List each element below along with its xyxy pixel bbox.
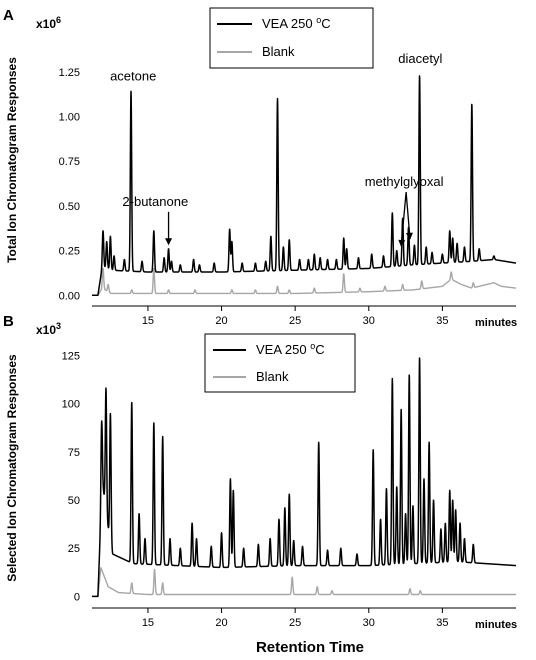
panel-a-x-axis: 15 20 25 30 35 (142, 306, 449, 327)
panel-b-series-vea (92, 357, 517, 598)
panel-a-y-multiplier: x106 (36, 15, 61, 31)
panel-b-series-blank (92, 567, 517, 598)
annotation-2-butanone: 2-butanone (122, 194, 188, 209)
panel-b-x-axis: 15 20 25 30 35 (142, 608, 449, 629)
annotation-arrow-head (165, 238, 173, 246)
panel-b-legend-vea-main: VEA 250 (256, 342, 310, 357)
panel-b-y-tick-label: 125 (62, 350, 80, 362)
panel-a-legend-label-blank: Blank (262, 44, 295, 59)
annotation-diacetyl: diacetyl (398, 51, 442, 66)
annotation-methylglyoxal: methylglyoxal (365, 174, 444, 189)
panel-a-x-tick-label: 25 (289, 315, 301, 327)
panel-a-legend-box (209, 7, 374, 69)
panel-b-x-tick-label: 15 (142, 617, 154, 629)
panel-b-x-tick-label: 25 (289, 617, 301, 629)
panel-a-y-axis: 0.00 0.25 0.50 0.75 1.00 1.25 (59, 67, 80, 303)
panel-b-legend-vea-sup: o (310, 341, 315, 351)
panel-a-ylabel: Total Ion Chromatogram Responses (5, 57, 19, 263)
panel-b-x-unit: minutes (475, 619, 517, 631)
x-axis-title: Retention Time (256, 639, 364, 656)
panel-b-legend-vea-unit: C (315, 342, 324, 357)
annotation-arrow-head (398, 239, 406, 247)
panel-b-legend-box (204, 333, 356, 393)
panel-a-annotations: acetone 2-butanone methylglyoxal diacetyl (110, 51, 444, 247)
panel-a-y-tick-label: 0.25 (59, 246, 80, 258)
panel-b-x-tick-label: 35 (436, 617, 448, 629)
panel-a-legend-vea-unit: C (321, 16, 330, 31)
panel-a-legend-label-vea: VEA 250 oC (262, 15, 331, 31)
panel-b-legend-label-vea: VEA 250 oC (256, 341, 325, 357)
panel-a-x-tick-label: 20 (215, 315, 227, 327)
panel-a-series-vea (92, 75, 517, 297)
annotation-arrow-shaft (400, 192, 407, 247)
panel-b-legend: VEA 250 oC Blank (204, 333, 356, 393)
panel-a-legend: VEA 250 oC Blank (209, 7, 374, 69)
panel-b-x-tick-label: 30 (363, 617, 375, 629)
panel-b-x-tick-label: 20 (215, 617, 227, 629)
panel-a-series (92, 75, 517, 297)
panel-a-y-tick-label: 1.00 (59, 111, 80, 123)
panel-b-multiplier-exponent: 3 (56, 321, 61, 331)
panel-b-y-multiplier: x103 (36, 321, 61, 337)
panel-a-y-tick-label: 0.00 (59, 290, 80, 302)
annotation-arrow-head (405, 232, 413, 240)
panel-a-x-tick-label: 30 (363, 315, 375, 327)
panel-b: B Selected Ion Chromatogram Responses x1… (3, 313, 517, 631)
panel-b-y-tick-label: 25 (68, 543, 80, 555)
panel-b-y-tick-label: 100 (62, 399, 80, 411)
annotation-arrow-shaft (405, 192, 411, 239)
panel-a-x-tick-label: 35 (436, 315, 448, 327)
panel-b-y-axis: 0 25 50 75 100 125 (62, 350, 80, 603)
panel-a-series-blank (92, 267, 517, 296)
panel-b-letter: B (3, 313, 14, 330)
panel-a-multiplier-base: x10 (36, 17, 56, 31)
panel-b-y-tick-label: 50 (68, 495, 80, 507)
panel-a-legend-vea-sup: o (316, 15, 321, 25)
panel-a: A Total Ion Chromatogram Responses x106 … (3, 7, 517, 329)
panel-b-multiplier-base: x10 (36, 323, 56, 337)
panel-b-legend-label-blank: Blank (256, 369, 289, 384)
panel-a-letter: A (3, 7, 14, 24)
panel-a-y-tick-label: 1.25 (59, 67, 80, 79)
panel-a-x-tick-label: 15 (142, 315, 154, 327)
panel-b-ylabel: Selected Ion Chromatogram Responses (5, 354, 19, 582)
panel-b-series (92, 357, 517, 598)
panel-a-y-tick-label: 0.75 (59, 156, 80, 168)
panel-a-legend-vea-main: VEA 250 (262, 16, 316, 31)
panel-b-y-tick-label: 75 (68, 447, 80, 459)
annotation-acetone: acetone (110, 69, 156, 84)
panel-a-y-tick-label: 0.50 (59, 201, 80, 213)
panel-a-x-unit: minutes (475, 317, 517, 329)
panel-a-multiplier-exponent: 6 (56, 15, 61, 25)
panel-b-y-tick-label: 0 (74, 591, 80, 603)
